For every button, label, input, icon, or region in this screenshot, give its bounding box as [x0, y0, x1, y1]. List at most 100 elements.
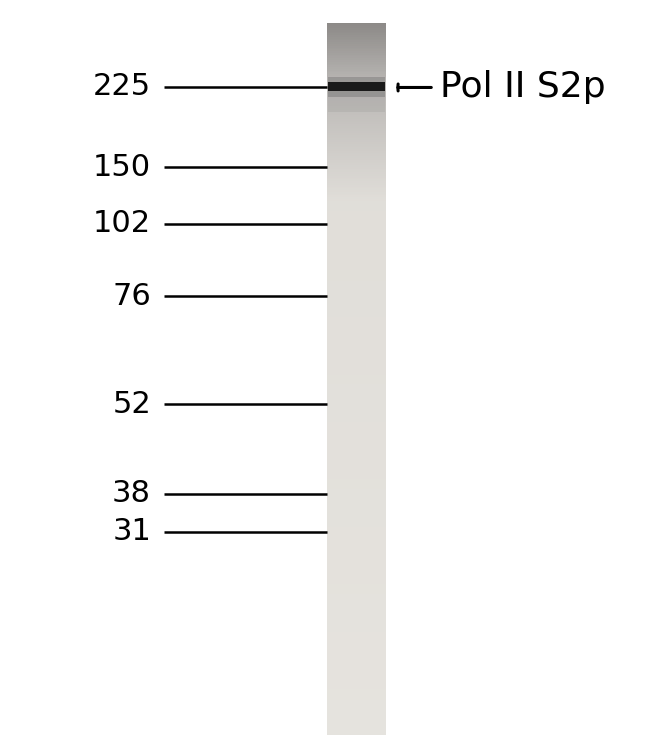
Bar — [327, 244, 386, 245]
Bar — [327, 418, 386, 420]
Bar — [327, 240, 386, 242]
Bar — [327, 333, 386, 334]
Bar — [327, 97, 386, 100]
Bar — [327, 106, 386, 108]
Bar — [327, 441, 386, 443]
Bar — [327, 215, 386, 217]
Bar — [327, 28, 386, 29]
Bar — [327, 322, 386, 323]
Bar — [327, 706, 386, 709]
Bar — [327, 249, 386, 250]
Bar — [327, 117, 386, 119]
Bar — [327, 201, 386, 203]
Bar — [327, 717, 386, 719]
Bar — [327, 194, 386, 195]
Bar — [327, 203, 386, 204]
Bar — [327, 488, 386, 489]
Text: 102: 102 — [93, 210, 151, 238]
Bar — [327, 648, 386, 650]
Bar — [327, 627, 386, 628]
Bar — [327, 666, 386, 667]
Bar — [327, 420, 386, 421]
Bar — [327, 301, 386, 302]
Bar — [327, 94, 386, 96]
Bar — [327, 734, 386, 735]
Bar — [327, 247, 386, 249]
Bar — [327, 112, 386, 113]
Bar — [327, 637, 386, 639]
Bar — [327, 254, 386, 256]
Bar — [327, 92, 386, 94]
Bar — [327, 348, 386, 351]
Bar — [327, 470, 386, 471]
Bar — [327, 516, 386, 518]
Bar — [327, 356, 386, 357]
Bar — [327, 76, 386, 78]
Bar — [327, 126, 386, 127]
Bar — [327, 404, 386, 406]
Bar — [327, 336, 386, 338]
Bar — [327, 437, 386, 440]
Bar — [327, 619, 386, 621]
Bar — [327, 121, 386, 122]
Bar — [327, 650, 386, 651]
Bar — [327, 178, 386, 179]
Bar — [327, 170, 386, 172]
Bar — [327, 489, 386, 491]
Bar — [327, 614, 386, 616]
Bar — [327, 584, 386, 586]
Bar — [327, 268, 386, 270]
Bar — [327, 507, 386, 509]
Bar — [327, 338, 386, 340]
Bar — [327, 262, 386, 263]
Bar — [327, 272, 386, 274]
Bar — [327, 548, 386, 550]
Bar — [327, 379, 386, 381]
Bar — [327, 309, 386, 311]
Bar — [327, 195, 386, 198]
Bar — [327, 179, 386, 181]
Bar — [327, 83, 386, 85]
Bar — [327, 370, 386, 372]
Bar — [327, 158, 386, 160]
Bar — [327, 361, 386, 363]
Bar — [327, 518, 386, 520]
Bar — [327, 671, 386, 673]
Bar — [327, 234, 386, 237]
Text: 38: 38 — [112, 480, 151, 508]
Bar — [327, 75, 386, 76]
Bar — [327, 258, 386, 259]
Bar — [327, 667, 386, 670]
Bar — [327, 365, 386, 366]
Bar — [327, 317, 386, 318]
Bar — [327, 139, 386, 140]
Bar — [327, 560, 386, 562]
Bar — [327, 678, 386, 680]
Bar — [327, 33, 386, 35]
Bar — [327, 281, 386, 283]
Bar — [327, 692, 386, 694]
Bar — [327, 616, 386, 618]
Bar — [327, 618, 386, 619]
Bar — [327, 198, 386, 199]
Bar — [327, 406, 386, 407]
Bar — [327, 211, 386, 213]
Bar — [327, 136, 386, 139]
Bar — [327, 593, 386, 594]
Bar — [327, 354, 386, 356]
Bar — [327, 427, 386, 429]
Bar — [327, 320, 386, 322]
Bar — [327, 62, 386, 63]
Bar — [327, 386, 386, 388]
Bar — [327, 71, 386, 72]
Bar — [327, 552, 386, 553]
Bar — [327, 596, 386, 598]
Bar — [327, 589, 386, 591]
Bar — [327, 670, 386, 671]
Text: 31: 31 — [112, 517, 151, 546]
Bar — [327, 72, 386, 75]
Bar — [327, 127, 386, 130]
Bar — [327, 480, 386, 483]
Bar — [327, 326, 386, 327]
Bar — [327, 522, 386, 523]
